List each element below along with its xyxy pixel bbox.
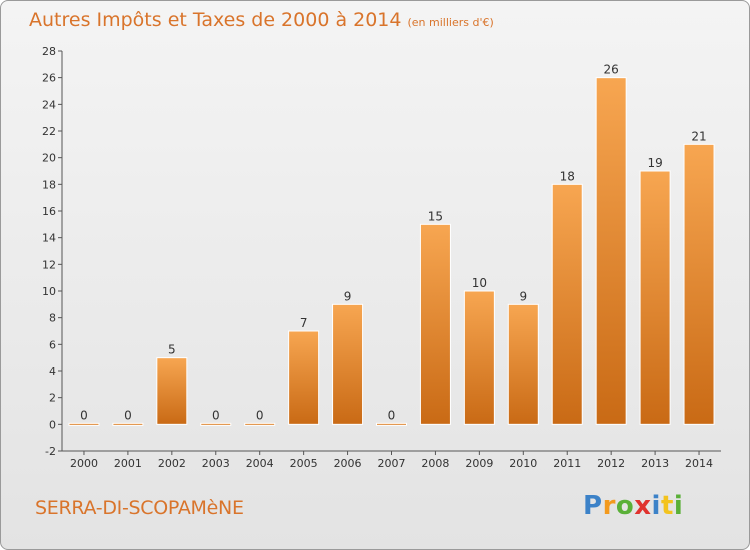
x-tick-label-2002: 2002 <box>158 457 186 470</box>
y-tick-label: 12 <box>42 258 56 271</box>
logo-letter: o <box>615 491 635 521</box>
y-tick-label: 20 <box>42 152 56 165</box>
logo-letter: t <box>660 491 674 521</box>
data-label-2003: 0 <box>212 408 220 422</box>
proxiti-logo[interactable]: Proxiti <box>583 491 683 521</box>
x-tick-label-2004: 2004 <box>246 457 274 470</box>
logo-letter: i <box>673 491 684 521</box>
bar-2001 <box>112 422 144 426</box>
commune-name: SERRA-DI-SCOPAMèNE <box>35 497 244 519</box>
data-label-2011: 18 <box>560 169 575 183</box>
bar-2010 <box>507 303 539 425</box>
bar-2005 <box>288 330 320 425</box>
x-tick-label-2001: 2001 <box>114 457 142 470</box>
bar-2008 <box>419 223 451 425</box>
data-label-2002: 5 <box>168 343 176 357</box>
data-label-2010: 9 <box>519 289 527 303</box>
data-label-2013: 19 <box>647 156 662 170</box>
x-tick-label-2007: 2007 <box>378 457 406 470</box>
y-tick-label: 10 <box>42 285 56 298</box>
bar-2007 <box>376 422 407 426</box>
x-tick-label-2003: 2003 <box>202 457 230 470</box>
logo-letter: i <box>651 491 661 521</box>
bar-2003 <box>200 422 232 426</box>
bar-2012 <box>595 77 627 425</box>
y-tick-label: 0 <box>49 418 56 431</box>
bar-2011 <box>551 183 583 425</box>
bars: 0 0 5 0 0 7 9 0 15 10 9 18 26 19 21 <box>68 63 715 426</box>
x-tick-label-2010: 2010 <box>509 457 537 470</box>
chart-title: Autres Impôts et Taxes de 2000 à 2014 (en… <box>29 9 494 31</box>
bar-2013 <box>639 170 671 425</box>
x-tick-label-2009: 2009 <box>465 457 493 470</box>
data-label-2004: 0 <box>256 408 264 422</box>
x-tick-label-2012: 2012 <box>597 457 625 470</box>
x-tick-label-2005: 2005 <box>290 457 318 470</box>
x-tick-label-2014: 2014 <box>685 457 713 470</box>
data-label-2006: 9 <box>344 289 352 303</box>
logo-letter: P <box>583 491 603 521</box>
bar-2014 <box>683 143 715 425</box>
data-label-2007: 0 <box>388 408 396 422</box>
data-label-2000: 0 <box>80 408 88 422</box>
x-tick-label-2000: 2000 <box>70 457 98 470</box>
y-tick-label: 4 <box>49 365 56 378</box>
y-tick-label: 2 <box>49 392 56 405</box>
data-label-2001: 0 <box>124 408 132 422</box>
y-tick-label: 18 <box>42 178 56 191</box>
x-tick-label-2008: 2008 <box>421 457 449 470</box>
data-label-2005: 7 <box>300 316 308 330</box>
y-tick-label: 6 <box>49 338 56 351</box>
y-tick-label: 22 <box>42 125 56 138</box>
bar-2000 <box>68 422 100 426</box>
x-tick-label-2006: 2006 <box>334 457 362 470</box>
y-tick-label: 26 <box>42 72 56 85</box>
y-tick-label: 14 <box>42 232 56 245</box>
data-label-2012: 26 <box>604 63 619 77</box>
x-tick-label-2011: 2011 <box>553 457 581 470</box>
chart-title-text: Autres Impôts et Taxes de 2000 à 2014 <box>29 9 402 31</box>
logo-letter: x <box>634 491 652 521</box>
y-tick-label: 28 <box>42 45 56 58</box>
bar-2004 <box>244 422 276 426</box>
bar-2006 <box>332 303 364 425</box>
y-tick-label: 16 <box>42 205 56 218</box>
x-tick-label-2013: 2013 <box>641 457 669 470</box>
data-label-2009: 10 <box>472 276 487 290</box>
y-tick-label: 8 <box>49 312 56 325</box>
data-label-2014: 21 <box>691 129 706 143</box>
bar-2009 <box>463 290 495 425</box>
logo-letter: r <box>602 491 616 521</box>
y-tick-label: -2 <box>45 445 56 458</box>
bar-2002 <box>156 357 188 425</box>
data-label-2008: 15 <box>428 209 443 223</box>
chart-subtitle: (en milliers d'€) <box>407 16 494 29</box>
y-tick-label: 24 <box>42 98 56 111</box>
